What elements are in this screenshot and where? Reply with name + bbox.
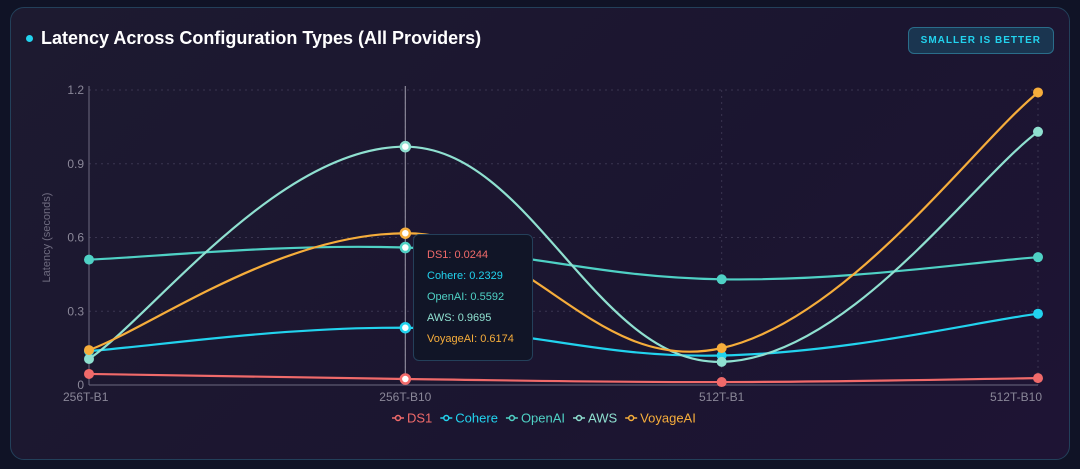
series-line-ds1 <box>88 372 1039 384</box>
legend-item-voyageai[interactable]: VoyageAI <box>640 411 696 426</box>
chart-title: Latency Across Configuration Types (All … <box>26 28 481 49</box>
legend-item-aws[interactable]: AWS <box>588 411 617 426</box>
x-tick-label: 512T-B1 <box>699 390 745 404</box>
title-dot-icon <box>26 35 33 42</box>
data-point-aws <box>716 356 727 367</box>
y-axis-label: Latency (seconds) <box>41 193 53 283</box>
legend-item-cohere[interactable]: Cohere <box>455 411 498 426</box>
tooltip: DS1: 0.0244 Cohere: 0.2329 OpenAI: 0.5592 A… <box>413 234 533 361</box>
tooltip-row-aws: AWS: 0.9695 <box>427 312 492 324</box>
tooltip-row-voyageai: VoyageAI: 0.6174 <box>427 333 514 345</box>
series-line-cohere <box>88 312 1039 357</box>
x-tick-label: 256T-B1 <box>63 390 109 404</box>
x-tick-label: 512T-B10 <box>990 390 1042 404</box>
data-point-openai <box>716 274 727 285</box>
data-point-cohere <box>399 321 412 334</box>
data-point-ds1 <box>84 368 94 379</box>
data-point-openai <box>399 241 412 254</box>
legend-marker-dot <box>443 414 450 422</box>
data-point-voyageai <box>399 227 412 239</box>
tooltip-row-openai: OpenAI: 0.5592 <box>427 291 505 303</box>
legend-item-ds1[interactable]: DS1 <box>407 411 432 426</box>
series-line-voyageai <box>88 91 1039 353</box>
data-point-aws <box>84 353 94 364</box>
legend-marker-dot <box>575 414 583 422</box>
series-line-aws <box>88 130 1039 364</box>
smaller-is-better-badge: SMALLER IS BETTER <box>907 27 1054 54</box>
data-point-aws <box>399 140 412 153</box>
y-tick-label: 0.3 <box>67 304 84 318</box>
series-line-openai <box>88 245 1039 281</box>
tooltip-row-ds1: DS1: 0.0244 <box>427 249 489 261</box>
data-point-openai <box>84 254 94 265</box>
data-point-ds1 <box>1033 373 1043 384</box>
legend-marker-dot <box>508 414 516 422</box>
data-point-ds1 <box>716 377 727 388</box>
data-point-voyageai <box>1033 87 1043 98</box>
chart-title-text: Latency Across Configuration Types (All … <box>41 28 482 48</box>
data-point-voyageai <box>84 345 94 356</box>
y-tick-label: 0.6 <box>67 231 84 245</box>
data-point-openai <box>1033 252 1043 263</box>
legend-marker-dot <box>627 414 635 422</box>
y-tick-label: 0 <box>77 378 84 392</box>
data-point-aws <box>1033 126 1043 137</box>
y-tick-label: 1.2 <box>67 83 84 97</box>
data-point-ds1 <box>399 373 412 385</box>
data-point-cohere <box>1033 308 1043 319</box>
data-point-voyageai <box>716 343 727 354</box>
tooltip-row-cohere: Cohere: 0.2329 <box>427 270 503 282</box>
legend-marker-dot <box>394 414 402 422</box>
y-tick-label: 0.9 <box>67 157 84 171</box>
legend-item-openai[interactable]: OpenAI <box>521 411 565 426</box>
x-tick-label: 256T-B10 <box>379 390 431 404</box>
